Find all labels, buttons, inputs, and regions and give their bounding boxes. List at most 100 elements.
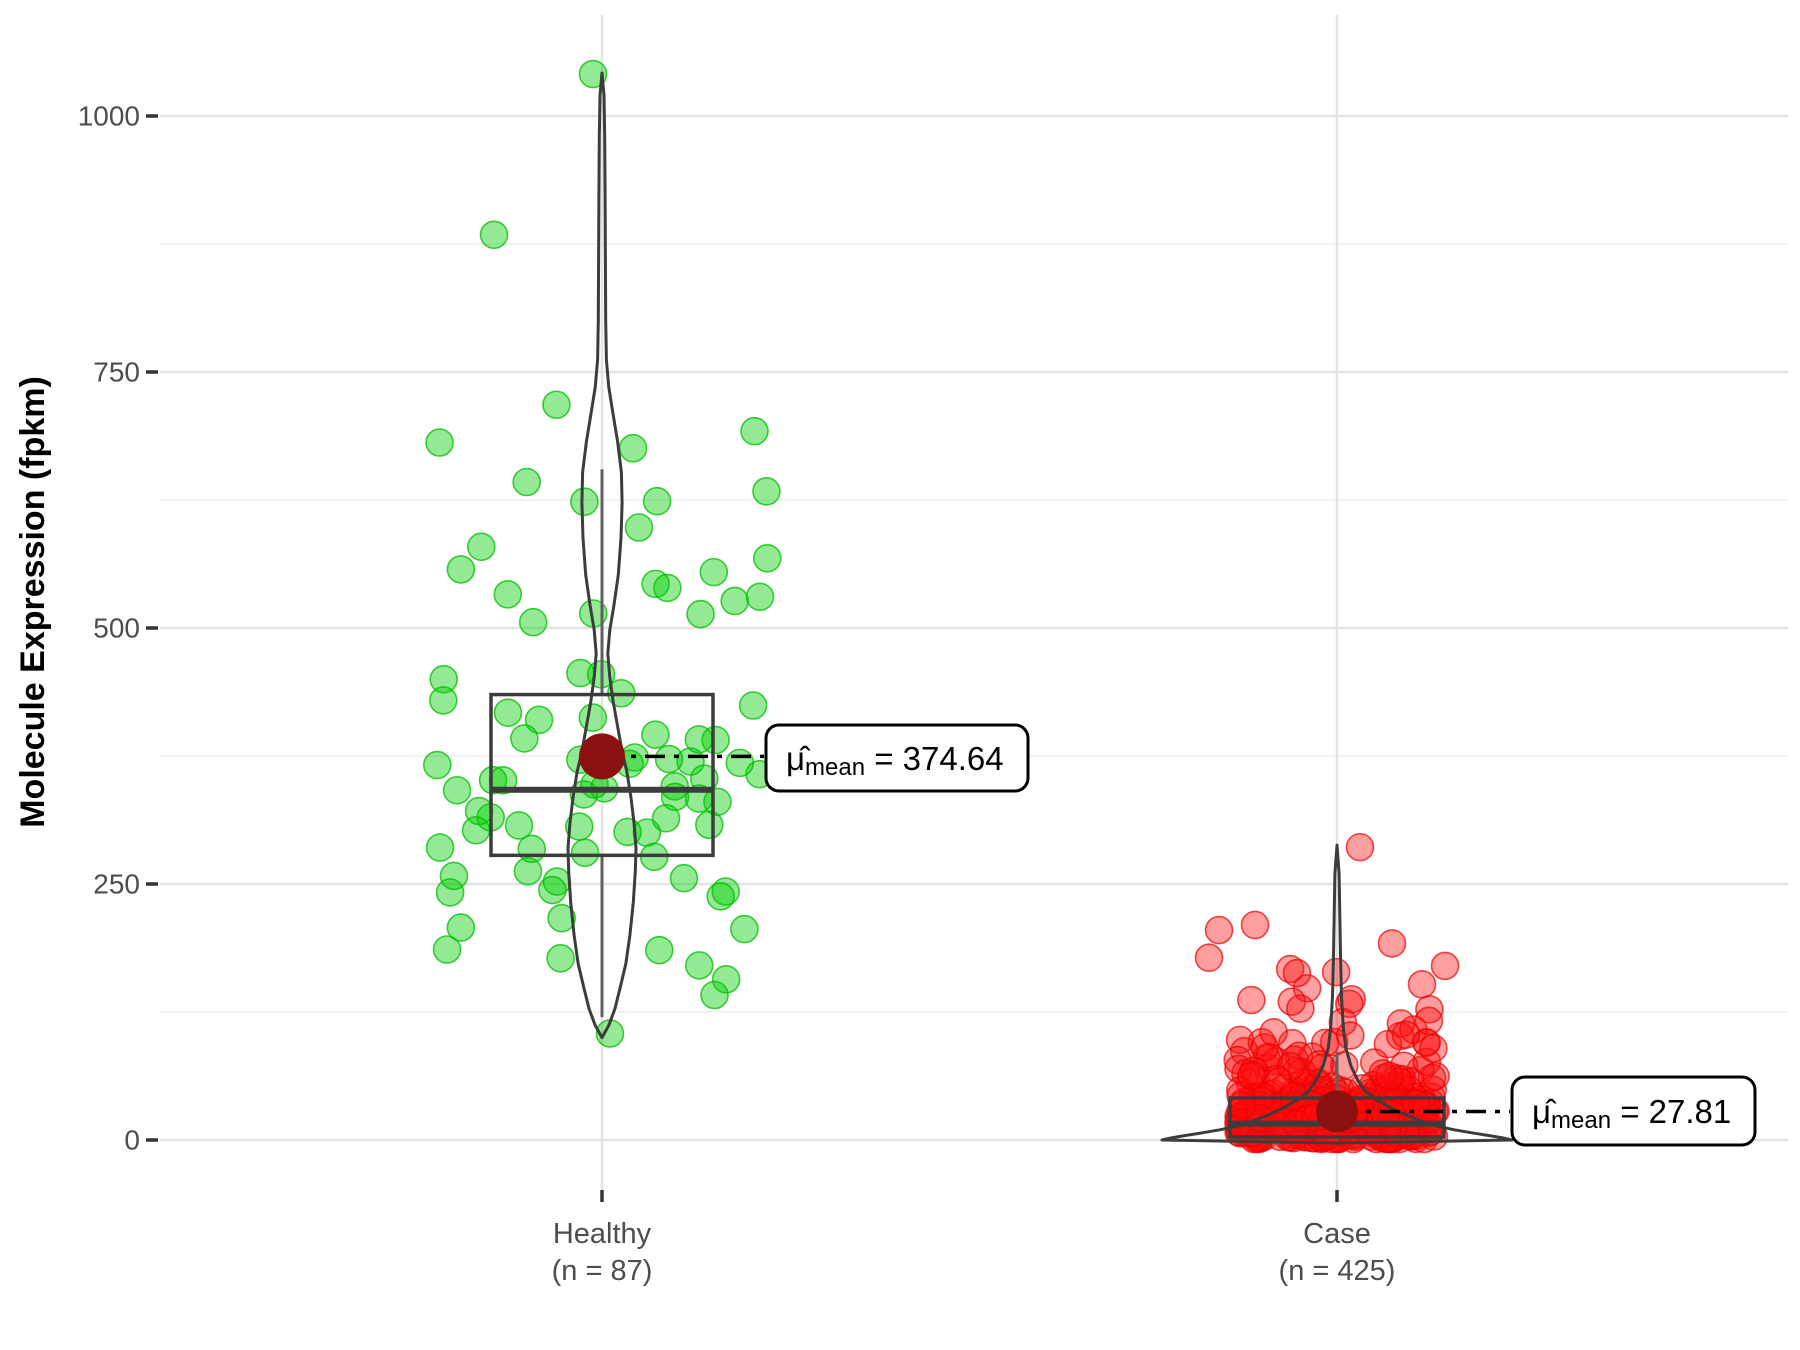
axes: 0 250 500 750 1000 Healthy (n = 87) Case (n = 42… (78, 101, 1396, 1288)
jitter-point (669, 863, 699, 893)
jitter-point (538, 875, 567, 905)
jitter-point (699, 557, 729, 587)
jitter-point (493, 698, 523, 727)
jitter-point (513, 856, 543, 886)
mean-annotation-box (764, 723, 1030, 793)
jitter-point (1286, 994, 1315, 1023)
jitter-point (442, 775, 472, 805)
jitter-point (618, 433, 648, 463)
jitter-point (651, 804, 681, 833)
violin-outlines (566, 71, 1514, 1145)
jitter-point (1237, 985, 1266, 1015)
jitter-point (510, 724, 539, 753)
jitter-point (479, 220, 509, 250)
jitter-point (466, 532, 496, 562)
jitter-point (694, 810, 724, 840)
jitter-point (624, 513, 654, 542)
mean-annotation-text: μ̂mean = 27.81 (1532, 1093, 1731, 1134)
box (489, 692, 715, 858)
jitter-point (745, 582, 775, 612)
jitter-point (1239, 1056, 1269, 1085)
y-tick-label: 250 (93, 869, 140, 900)
jitter-point (1321, 957, 1351, 987)
jitter-point (1282, 958, 1312, 988)
jitter-point (578, 703, 608, 732)
jitter-point (730, 914, 759, 944)
x-category-sublabel: (n = 425) (1279, 1255, 1396, 1287)
mean-dots (579, 733, 1510, 1133)
healthy-violin (566, 71, 638, 1040)
jitter-point (570, 487, 599, 517)
jitter-point (429, 664, 459, 694)
jitter-point (1279, 1081, 1308, 1111)
jitter-point (547, 903, 576, 933)
jitter-point (1194, 943, 1224, 973)
jitter-point (425, 428, 454, 457)
jitter-point (684, 951, 714, 980)
jitter-point (564, 812, 594, 841)
jitter-point (504, 811, 534, 840)
jitter-point (429, 686, 458, 715)
y-axis-title: Molecule Expression (fpkm) (14, 376, 52, 828)
jitter-point (464, 796, 494, 826)
jitter-point (1276, 1051, 1306, 1081)
jitter-point (566, 658, 595, 688)
x-category-sublabel: (n = 87) (552, 1255, 653, 1287)
jitter-point (435, 878, 465, 907)
jitter-point (701, 725, 730, 755)
jitter-point (644, 935, 674, 965)
jitter-point (653, 573, 682, 603)
jitter-point (439, 861, 469, 891)
jitter-point (1240, 910, 1270, 940)
y-tick-label: 500 (93, 613, 140, 644)
jitter-point (1407, 970, 1437, 999)
jitter-point (686, 599, 715, 629)
jitter-point (1345, 832, 1375, 862)
jitter-point (641, 720, 670, 749)
jitter-point (518, 607, 548, 637)
jitter-point (1227, 1090, 1257, 1120)
jitter-point (642, 486, 672, 516)
mean-dot (1316, 1090, 1358, 1133)
jitter-point (738, 691, 768, 720)
jitter-point (1377, 929, 1407, 958)
jitter-point (613, 817, 642, 847)
jitter-point (684, 725, 714, 754)
jitter-point (493, 580, 523, 609)
jitter-point (1419, 1034, 1448, 1063)
jitter-point (725, 748, 755, 778)
jitter-point (711, 965, 741, 994)
case-violin (1160, 843, 1514, 1145)
jitter-point (641, 569, 670, 599)
jitter-point (753, 543, 782, 573)
jitter-point (1391, 1020, 1421, 1049)
jitter-point (546, 943, 575, 973)
jitter-point (425, 833, 455, 862)
x-category-label: Healthy (553, 1218, 652, 1250)
jitter-point (654, 744, 684, 774)
jitter-point (720, 586, 750, 616)
jitter-point (700, 980, 729, 1010)
mean-annotation-box (1510, 1075, 1757, 1147)
jitter-point (570, 838, 600, 868)
jitter-point (542, 390, 571, 420)
jitter-point (1430, 951, 1460, 981)
jitter-point (711, 877, 740, 906)
gridlines (160, 15, 1788, 1190)
jitter-point (512, 467, 541, 497)
jitter-point (706, 882, 735, 911)
jitter-point (432, 935, 462, 964)
jitter-point (1204, 915, 1234, 945)
y-tick-label: 1000 (78, 101, 140, 132)
jitter-point (660, 772, 690, 801)
jitter-point (422, 750, 452, 780)
jitter-point (740, 416, 769, 446)
jitter-point (1250, 1033, 1279, 1062)
jitter-point (1237, 1061, 1266, 1090)
mean-annotation-text: μ̂mean = 374.64 (786, 740, 1004, 781)
jitter-point (578, 59, 608, 89)
jitter-point (1417, 1063, 1447, 1093)
x-category-label: Case (1303, 1218, 1371, 1250)
